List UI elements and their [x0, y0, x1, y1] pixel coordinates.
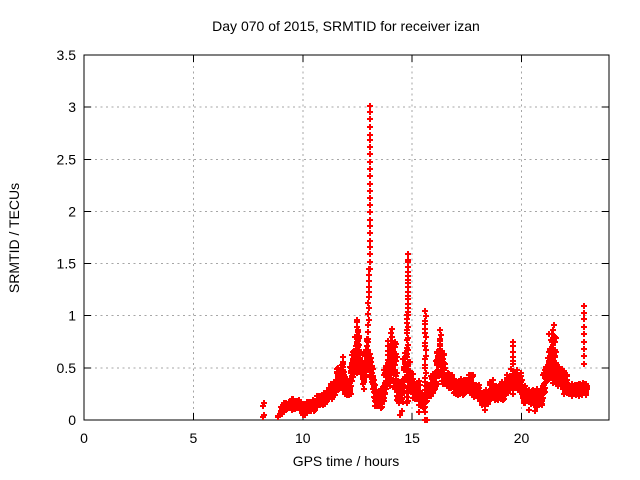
- y-tick-label: 1.5: [57, 256, 77, 272]
- scatter-plus-markers: [260, 103, 590, 423]
- y-tick-label: 1: [68, 308, 76, 324]
- chart-title: Day 070 of 2015, SRMTID for receiver iza…: [212, 18, 480, 34]
- y-tick-label: 2: [68, 203, 76, 219]
- y-axis-label: SRMTID / TECUs: [6, 183, 22, 293]
- x-tick-label: 0: [80, 430, 88, 446]
- y-tick-label: 2.5: [57, 151, 77, 167]
- axis-text: Day 070 of 2015, SRMTID for receiver iza…: [6, 18, 529, 469]
- plot-border: [83, 54, 610, 421]
- data-points: [260, 103, 590, 423]
- y-tick-label: 0.5: [57, 360, 77, 376]
- x-axis-label: GPS time / hours: [293, 453, 400, 469]
- x-tick-label: 5: [189, 430, 197, 446]
- y-tick-label: 3: [68, 99, 76, 115]
- grid-lines: [84, 55, 609, 420]
- grid-path: [84, 55, 609, 420]
- x-tick-label: 10: [295, 430, 311, 446]
- x-tick-label: 20: [514, 430, 530, 446]
- plot-border-and-ticks: [83, 54, 610, 421]
- x-tick-label: 15: [404, 430, 420, 446]
- y-tick-label: 3.5: [57, 47, 77, 63]
- y-tick-label: 0: [68, 412, 76, 428]
- tick-marks: [83, 54, 609, 421]
